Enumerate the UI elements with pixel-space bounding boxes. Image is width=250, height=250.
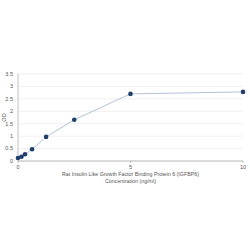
y-tick-label: 3.5: [5, 71, 13, 77]
grid-line: [18, 123, 243, 124]
data-point: [44, 135, 49, 140]
y-tick-label: 2: [10, 108, 13, 114]
plot-area: [16, 90, 246, 161]
y-tick-label: 1: [10, 133, 13, 139]
data-point: [72, 117, 77, 122]
title: Rat Insulin Like Growth Factor Binding P…: [62, 171, 199, 177]
y-tick-label: 3: [10, 83, 13, 89]
data-point: [241, 90, 246, 95]
x-tick-label: 5: [129, 164, 132, 170]
x-tick: [243, 161, 244, 163]
y-tick-label: 0: [10, 158, 13, 164]
x-tick: [130, 161, 131, 163]
grid-line: [18, 86, 243, 87]
x-axis-label: Concentration (ng/ml): [105, 178, 156, 184]
x-tick-label: 10: [240, 164, 246, 170]
grid-line: [18, 74, 243, 75]
grid-line: [18, 111, 243, 112]
y-axis-label: OD: [1, 113, 7, 121]
grid-line: [18, 98, 243, 99]
y-tick-label: 2.5: [5, 96, 13, 102]
grid-line: [18, 148, 243, 149]
curve: [18, 92, 243, 158]
y-tick-label: 0.5: [5, 145, 13, 151]
chart: 00.511.522.533.50510ODRat Insulin Like G…: [0, 0, 250, 250]
y-axis: [18, 74, 19, 161]
data-point: [128, 92, 133, 97]
x-tick: [18, 161, 19, 163]
data-point: [23, 152, 28, 157]
data-point: [30, 147, 35, 152]
grid-line: [18, 136, 243, 137]
chart-svg: 00.511.522.533.50510ODRat Insulin Like G…: [0, 0, 250, 250]
x-tick-label: 0: [16, 164, 19, 170]
